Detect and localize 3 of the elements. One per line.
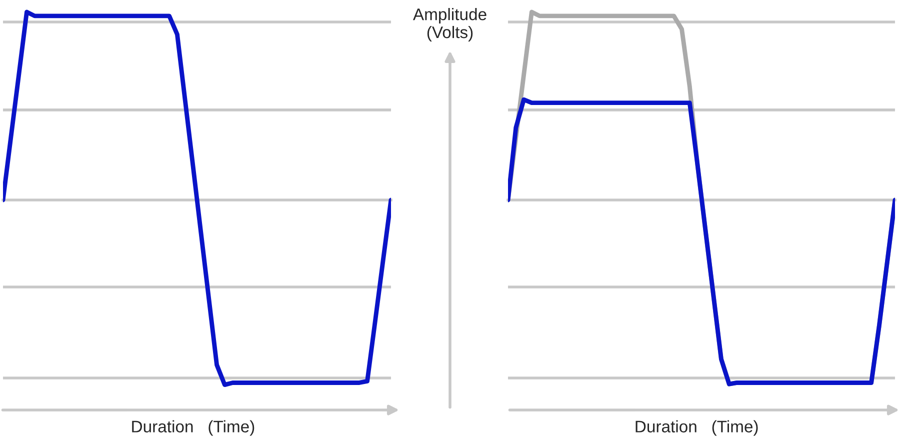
x-axis-title: Duration (Time) bbox=[636, 420, 758, 436]
x-axis-title: Duration (Time) bbox=[132, 420, 254, 436]
y-axis-title: Amplitude (Volts) bbox=[412, 8, 486, 42]
